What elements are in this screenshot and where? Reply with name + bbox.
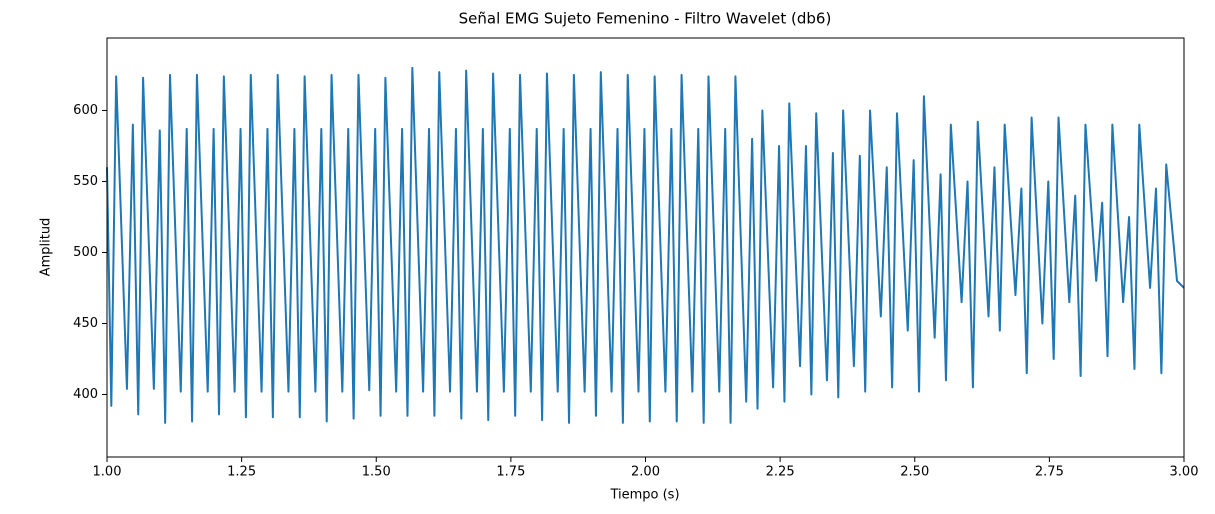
y-tick-label: 600 xyxy=(73,103,98,118)
x-tick-label: 2.50 xyxy=(900,465,929,480)
x-axis-label: Tiempo (s) xyxy=(609,488,679,503)
x-tick-label: 2.25 xyxy=(766,465,795,480)
x-tick-label: 1.50 xyxy=(362,465,391,480)
x-tick-label: 1.25 xyxy=(227,465,256,480)
x-tick-label: 1.00 xyxy=(93,465,122,480)
y-tick-label: 500 xyxy=(73,245,98,260)
signal-line xyxy=(106,66,1185,424)
x-tick-label: 3.00 xyxy=(1170,465,1199,480)
plot-frame xyxy=(106,37,1185,458)
y-axis-label: Amplitud xyxy=(39,218,54,277)
y-tick-label: 550 xyxy=(73,174,98,189)
x-tick-label: 2.00 xyxy=(631,465,660,480)
y-tick-label: 450 xyxy=(73,316,98,331)
x-tick-label: 2.75 xyxy=(1035,465,1064,480)
x-tick-label: 1.75 xyxy=(496,465,525,480)
y-tick-label: 400 xyxy=(73,387,98,402)
chart-title: Señal EMG Sujeto Femenino - Filtro Wavel… xyxy=(459,10,832,28)
